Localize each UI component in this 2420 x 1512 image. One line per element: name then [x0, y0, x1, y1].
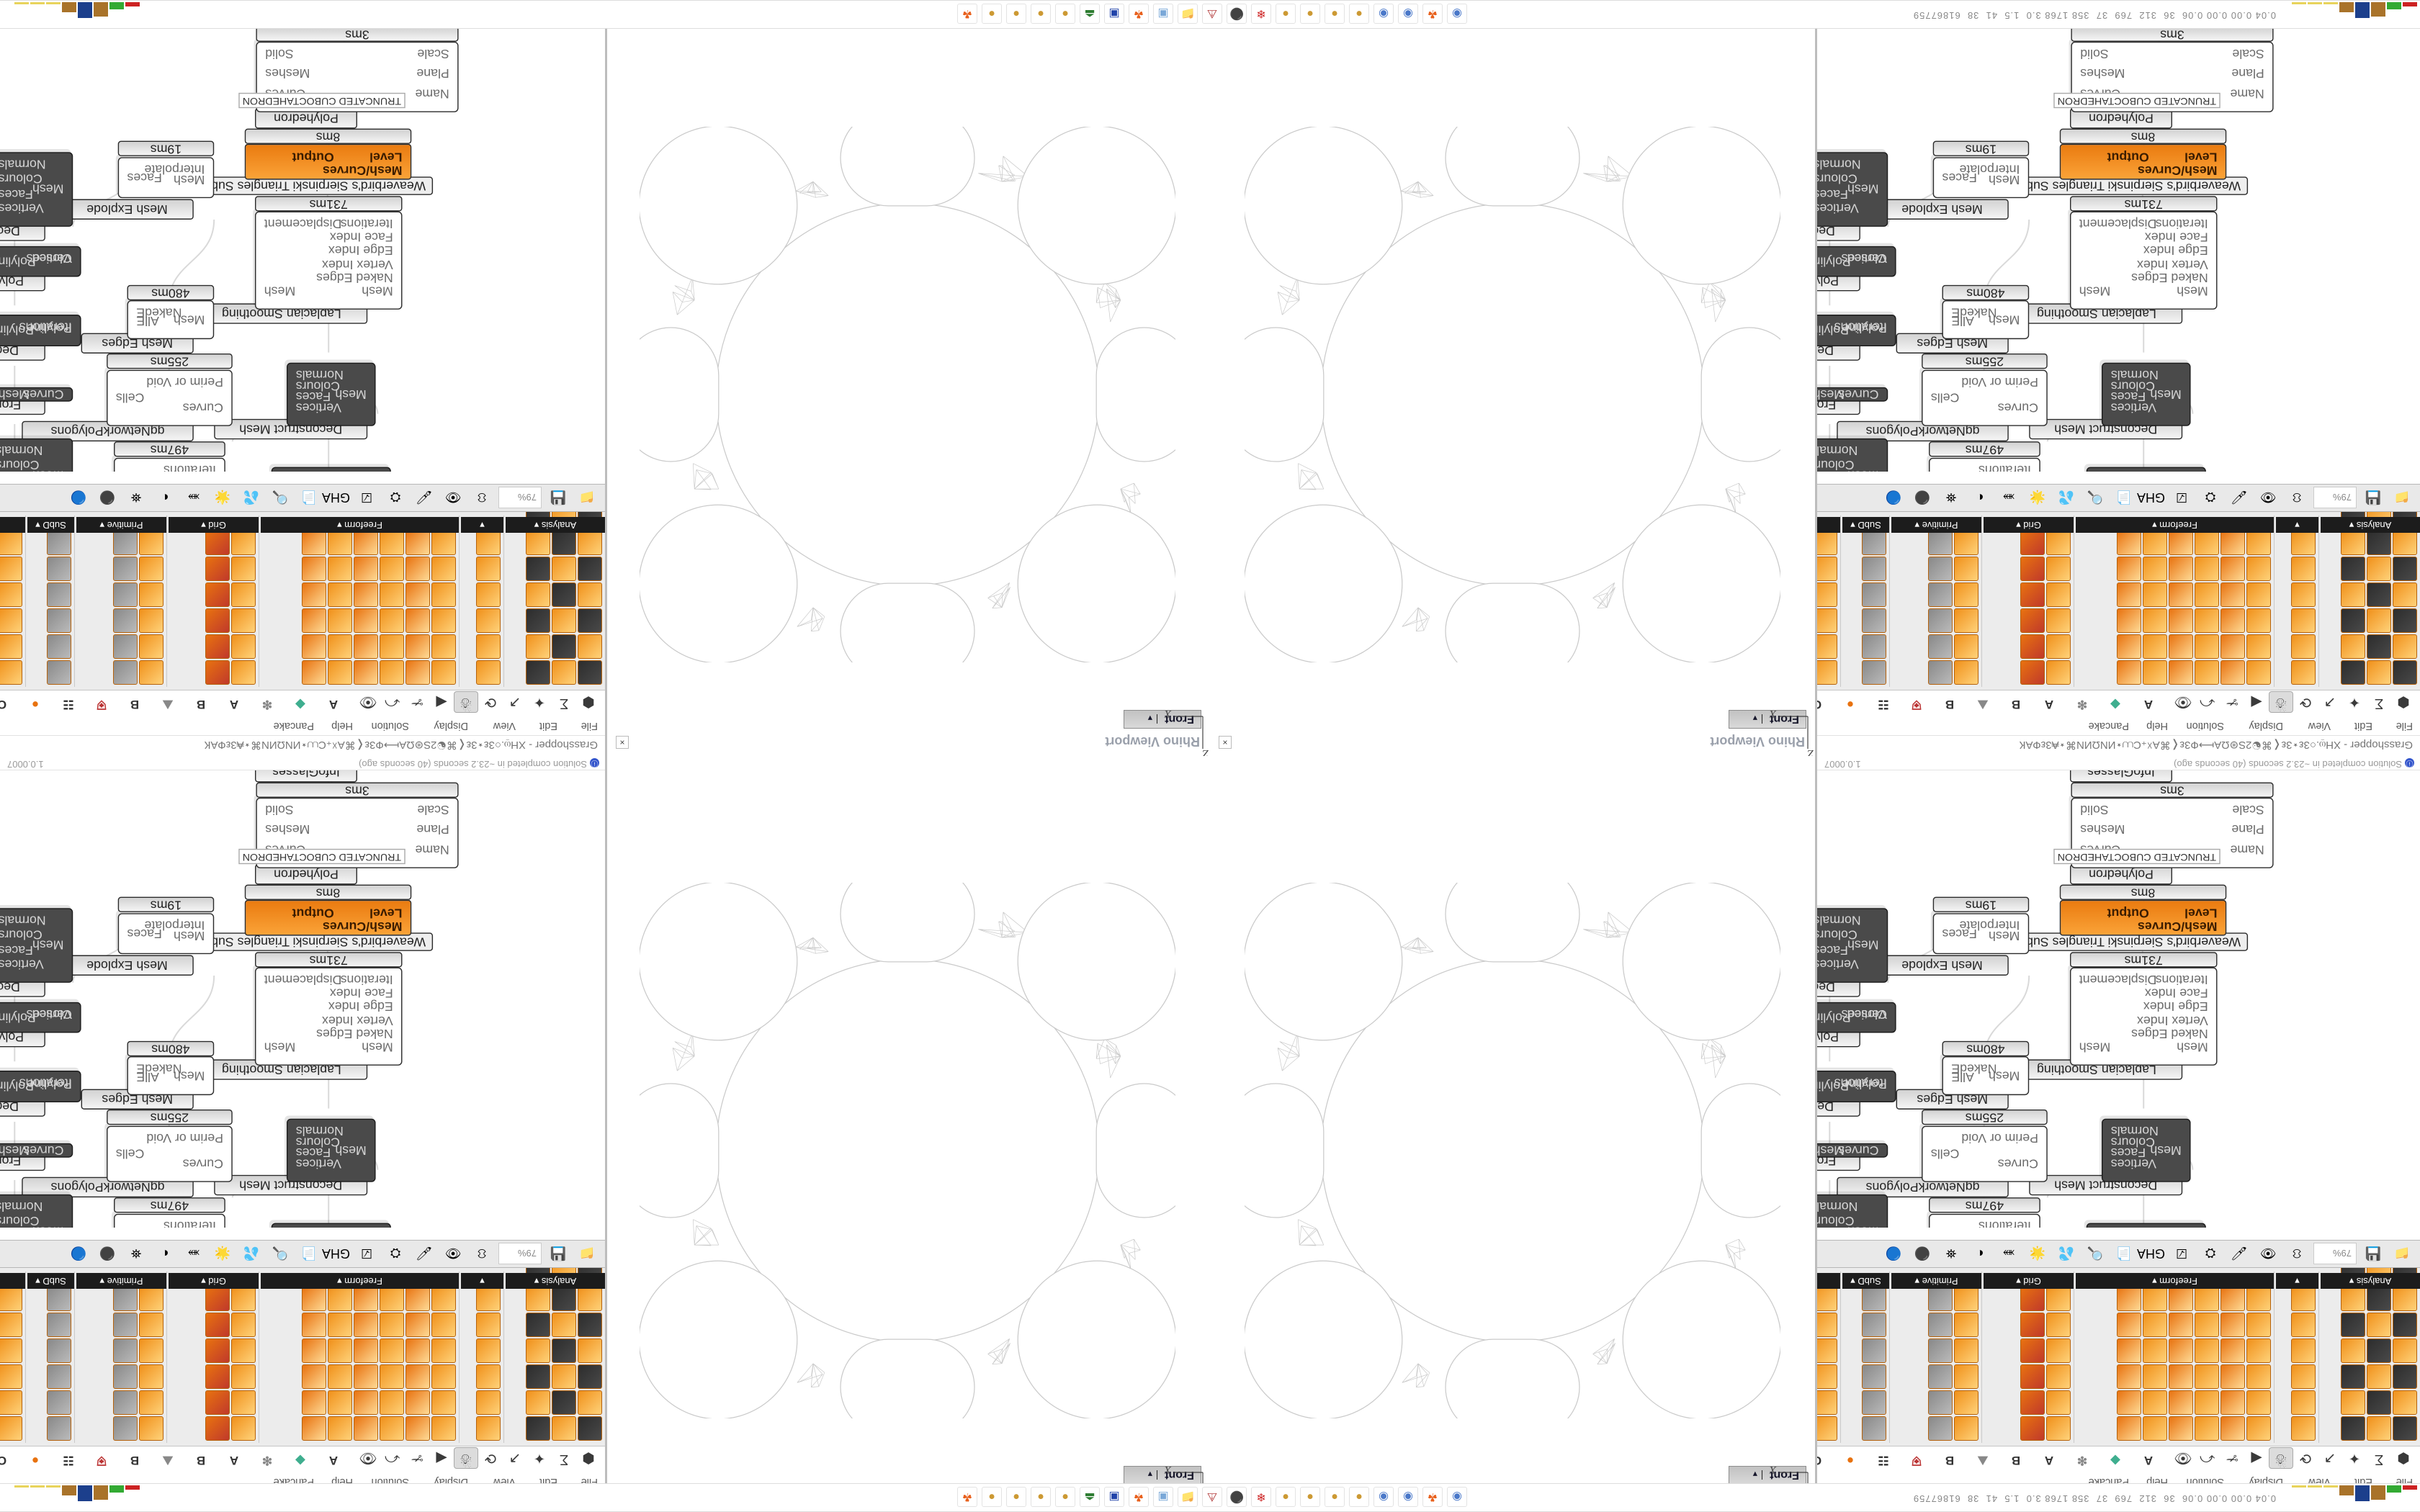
svg-text:Z: Z: [1807, 747, 1814, 756]
svg-text:X: X: [1164, 708, 1172, 719]
svg-text:X: X: [1769, 1464, 1777, 1475]
svg-text:Z: Z: [1202, 747, 1209, 756]
svg-text:X: X: [1164, 1464, 1172, 1475]
svg-text:X: X: [1769, 708, 1777, 719]
